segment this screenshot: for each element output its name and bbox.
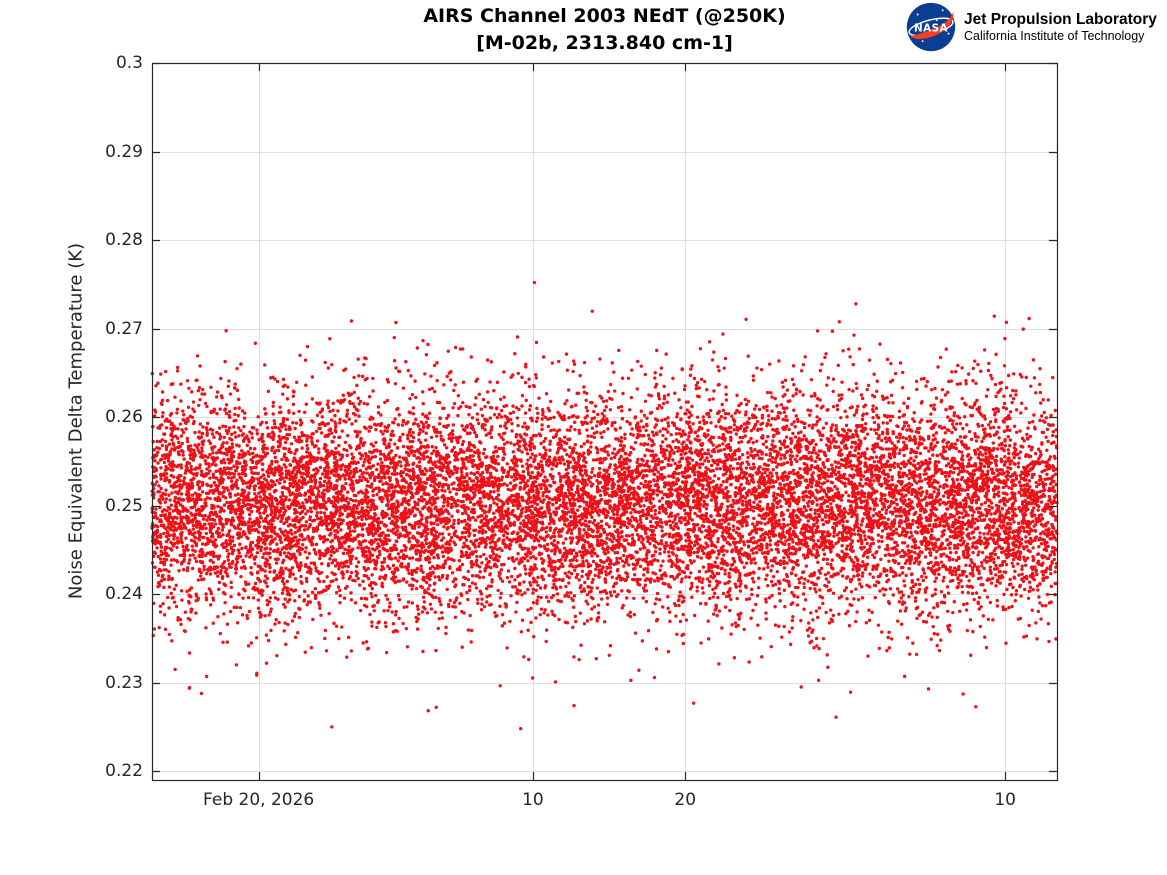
caltech-wordmark: California Institute of Technology <box>964 28 1145 43</box>
nasa-meatball-icon: NASA <box>906 2 956 52</box>
jpl-wordmark: Jet Propulsion Laboratory <box>964 10 1157 28</box>
y-tick-label-0: 0.3 <box>115 53 143 73</box>
nasa-jpl-logo: NASA Jet Propulsion Laboratory Californi… <box>906 2 1157 52</box>
x-tick-label-3: 10 <box>994 790 1017 810</box>
chart-title: AIRS Channel 2003 NEdT (@250K) <box>423 5 786 27</box>
y-tick-label-1: 0.29 <box>105 141 143 162</box>
nasa-wordmark: NASA <box>914 23 948 35</box>
y-tick-label-5: 0.25 <box>105 495 143 516</box>
nasa-swoosh-icon <box>910 12 954 40</box>
y-tick-label-8: 0.22 <box>105 761 143 782</box>
y-tick-label-2: 0.28 <box>105 230 143 251</box>
y-tick-label-4: 0.26 <box>105 407 143 428</box>
chart-title-block: AIRS Channel 2003 NEdT (@250K) [M-02b, 2… <box>152 3 1057 57</box>
x-tick-label-2: 20 <box>674 790 697 810</box>
jpl-text-block: Jet Propulsion Laboratory California Ins… <box>964 11 1157 44</box>
y-tick-label-7: 0.23 <box>105 672 143 693</box>
y-tick-label-6: 0.24 <box>105 584 143 605</box>
y-tick-label-3: 0.27 <box>105 318 143 339</box>
x-tick-label-0: Feb 20, 2026 <box>203 790 315 810</box>
chart-subtitle: [M-02b, 2313.840 cm-1] <box>476 32 733 54</box>
x-tick-label-1: 10 <box>522 790 544 810</box>
y-axis-label: Noise Equivalent Delta Temperature (K) <box>65 242 87 600</box>
